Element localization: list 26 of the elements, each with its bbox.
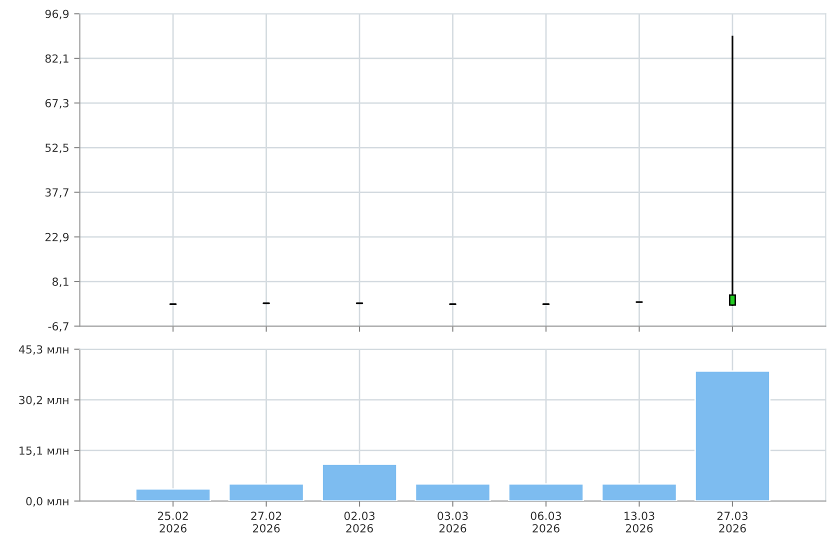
y-tick-label: 30,2 млн (19, 396, 68, 406)
bar (322, 463, 398, 502)
bar (414, 483, 491, 502)
x-tick-label: 02.03 2026 (344, 512, 375, 533)
x-tick-label: 06.03 2026 (530, 512, 562, 533)
y-tick-label: -6,7 (48, 322, 68, 332)
x-tick-label: 25.02 2026 (158, 512, 188, 533)
bar (601, 483, 678, 502)
bar (694, 370, 770, 502)
bar (135, 488, 212, 502)
y-tick-label: 15,1 млн (20, 446, 68, 456)
bar (508, 483, 584, 502)
bar (228, 483, 304, 502)
y-tick-label: 52,5 (46, 144, 68, 154)
x-tick-label: 03.03 2026 (438, 512, 468, 533)
x-tick-label: 27.03 2026 (717, 512, 748, 533)
y-tick-label: 37,7 (45, 188, 68, 198)
y-tick-label: 67,3 (45, 98, 68, 109)
y-tick-label: 82,1 (45, 54, 68, 64)
y-tick-label: 45,3 млн (18, 345, 68, 355)
y-tick-label: 22,9 (45, 232, 69, 242)
x-tick-label: 27.02 2026 (251, 512, 282, 533)
x-tick-label: 13.03 2026 (624, 512, 654, 533)
y-tick-label: 0,0 млн (26, 497, 68, 507)
y-tick-label: 8,1 (52, 277, 68, 288)
y-tick-label: 96,9 (45, 10, 69, 20)
